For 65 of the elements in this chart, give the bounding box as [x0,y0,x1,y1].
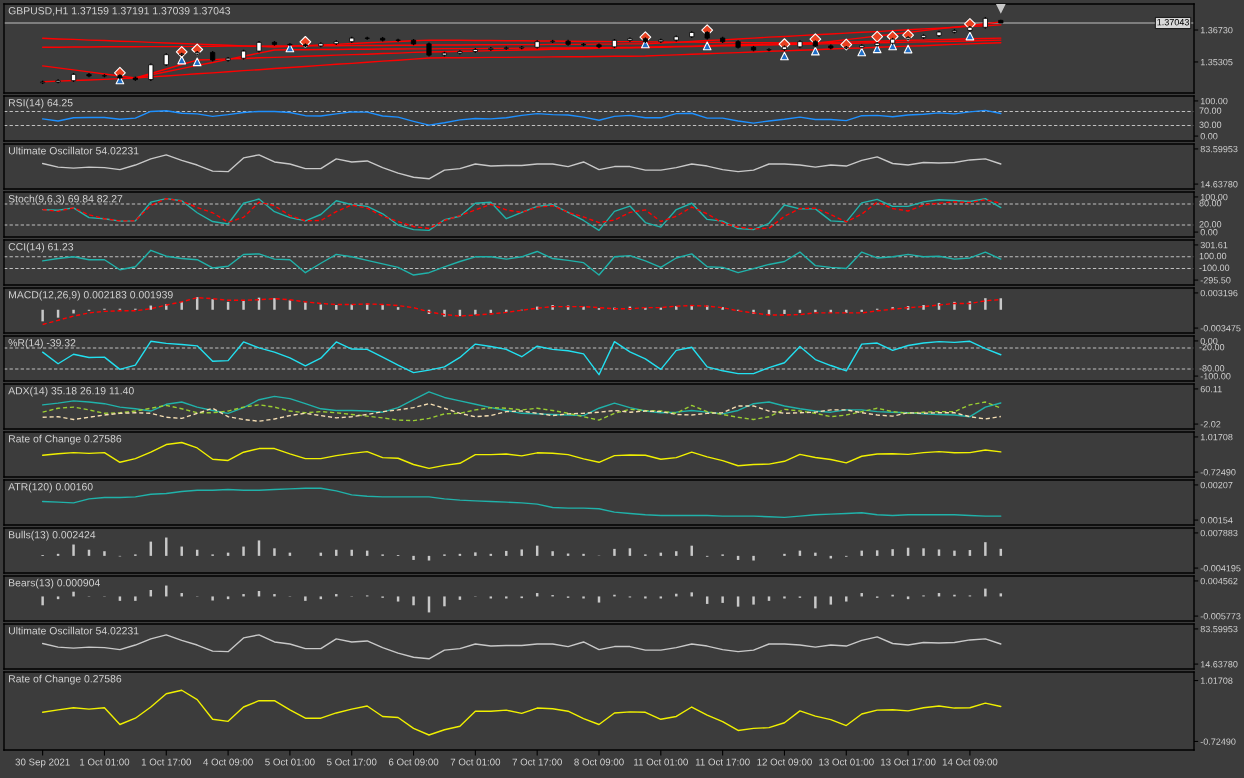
y-tick-label: 14.63780 [1200,661,1238,668]
x-tick-label: 13 Oct 17:00 [881,758,936,766]
y-tick-label: 0.00154 [1200,517,1233,524]
chart-title: MACD(12,26,9) 0.002183 0.001939 [9,290,173,301]
y-tick-label: 1.36730 [1200,26,1233,34]
y-tick-label: -295.50 [1200,277,1231,284]
ref-line-label: 80.00 [1199,199,1222,207]
y-tick-label: 83.59953 [1200,145,1238,153]
y-tick-label: 301.61 [1200,241,1228,249]
x-tick-label: 8 Oct 09:00 [574,758,624,766]
y-tick-label: 60.11 [1200,385,1222,393]
x-tick-label: 12 Oct 09:00 [757,758,812,766]
chart-title: ATR(120) 0.00160 [8,482,93,493]
x-tick-label: 1 Oct 01:00 [80,758,130,766]
ref-line-label: 20.00 [1199,221,1222,228]
ref-line-label: -20.00 [1199,343,1225,351]
chart-title: RSI(14) 64.25 [9,98,73,109]
y-tick-label: -0.005773 [1200,613,1241,620]
chart-title: Rate of Change 0.27586 [9,434,122,445]
y-tick-label: -0.72490 [1200,738,1236,745]
y-tick-label: 0.00 [1200,133,1218,140]
y-tick-label: 0.00 [1200,229,1218,236]
chart-title: GBPUSD,H1 1.37159 1.37191 1.37039 1.37043 [8,7,231,16]
y-tick-label: -0.003475 [1200,325,1241,332]
x-tick-label: 11 Oct 17:00 [695,758,750,766]
chart-title: %R(14) -39.32 [8,338,76,349]
ref-line-label: 30.00 [1199,121,1222,128]
chart-title: Ultimate Oscillator 54.02231 [8,146,139,155]
y-tick-label: 0.00 [1200,337,1218,345]
chart-title: Stoch(9,6,3) 69.84 82.27 [8,194,123,205]
chart-title: Ultimate Oscillator 54.02231 [8,626,139,635]
ref-line-label: -80.00 [1199,365,1225,372]
x-tick-label: 30 Sep 2021 [15,758,70,768]
chart-title: Rate of Change 0.27586 [9,674,122,685]
chart-title: ADX(14) 35.18 26.19 11.40 [8,386,134,397]
y-tick-label: 100.00 [1200,97,1228,105]
ref-line-label: 70.00 [1199,107,1222,114]
y-tick-label: -2.02 [1200,421,1221,428]
y-tick-label: 83.59953 [1200,625,1238,633]
x-tick-label: 7 Oct 17:00 [512,758,562,766]
x-tick-label: 7 Oct 01:00 [450,758,501,766]
x-tick-label: 5 Oct 17:00 [326,758,377,766]
chart-title: Bulls(13) 0.002424 [9,530,96,541]
y-tick-label: -0.004195 [1200,565,1241,572]
x-tick-label: 5 Oct 01:00 [265,758,315,766]
y-tick-label: 14.63780 [1200,181,1238,188]
y-tick-label: 100.00 [1200,193,1228,201]
x-tick-label: 6 Oct 09:00 [388,758,439,766]
ref-line-label: 1.37043 [1157,19,1189,26]
y-tick-label: 1.01708 [1200,433,1233,441]
x-tick-label: 11 Oct 01:00 [634,758,688,766]
chart-title: Bears(13) 0.000904 [9,578,100,589]
chart-title: CCI(14) 61.23 [8,242,74,253]
x-tick-label: 1 Oct 17:00 [141,758,192,766]
y-tick-label: 0.003196 [1200,289,1238,297]
y-tick-label: 1.35305 [1200,58,1233,66]
x-tick-label: 14 Oct 09:00 [942,758,998,766]
y-tick-label: -0.72490 [1200,469,1236,476]
x-tick-label: 4 Oct 09:00 [203,758,253,766]
x-tick-label: 13 Oct 01:00 [819,758,874,766]
y-tick-label: 0.007883 [1200,529,1238,537]
y-tick-label: 0.004562 [1200,577,1238,585]
y-tick-label: 1.01708 [1200,677,1233,684]
y-tick-label: 0.00207 [1200,481,1233,489]
y-tick-label: -100.00 [1200,373,1231,380]
